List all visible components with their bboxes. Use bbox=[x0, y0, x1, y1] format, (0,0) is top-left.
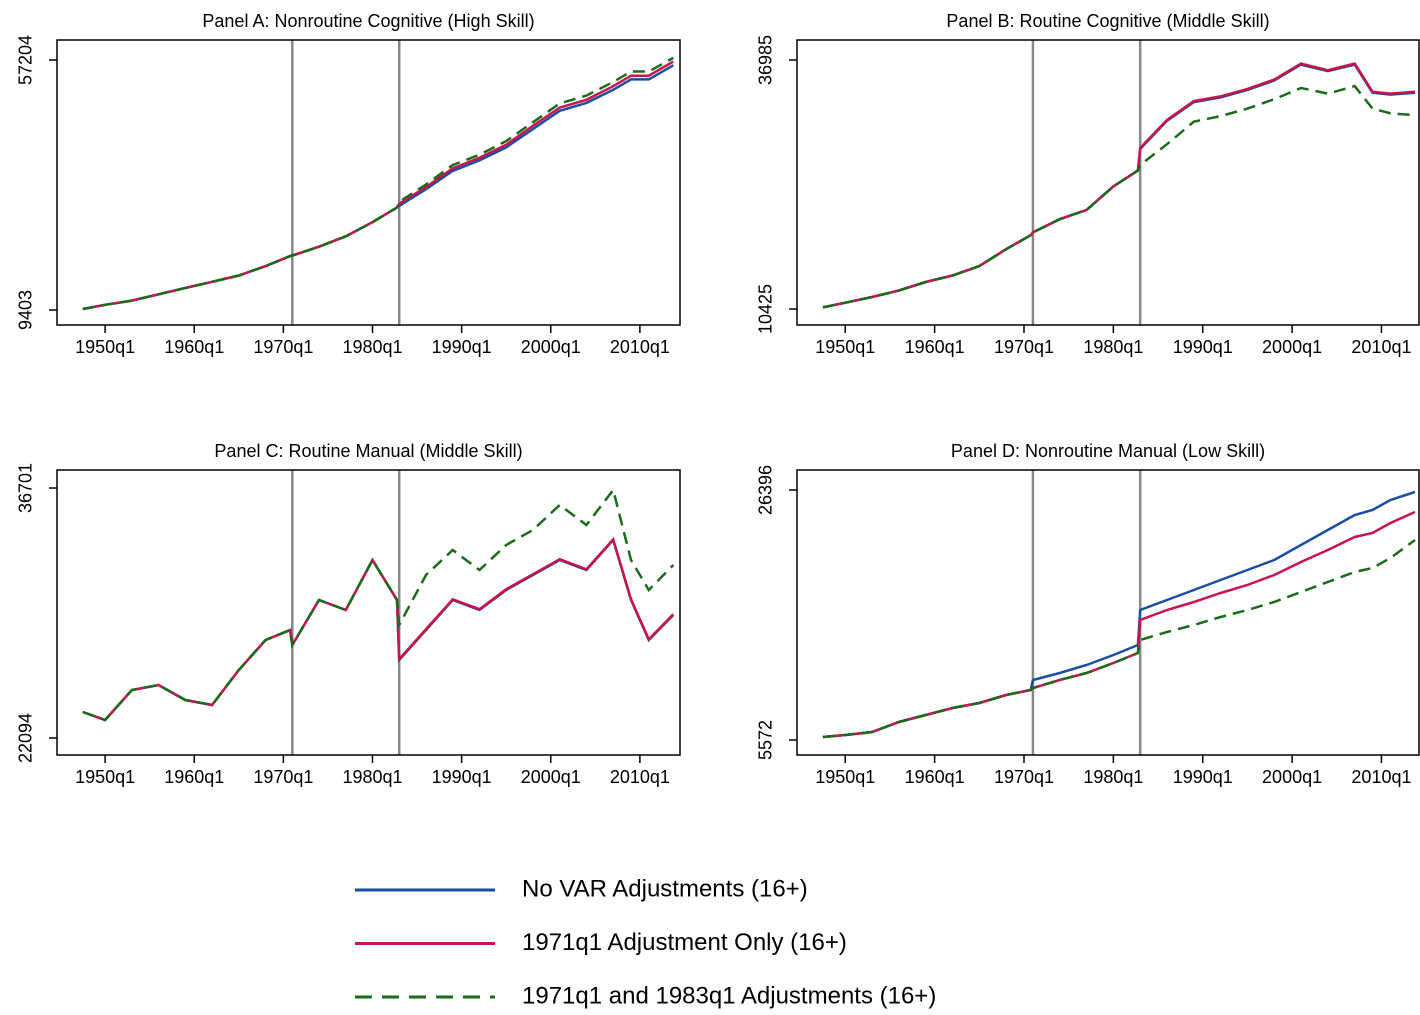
x-tick-label: 1970q1 bbox=[994, 337, 1054, 357]
x-tick-label: 1950q1 bbox=[75, 337, 135, 357]
panel-title: Panel D: Nonroutine Manual (Low Skill) bbox=[951, 441, 1265, 461]
x-tick-label: 1960q1 bbox=[164, 337, 224, 357]
plot-frame bbox=[56, 39, 681, 326]
series-line bbox=[822, 538, 1416, 739]
x-tick-label: 2010q1 bbox=[610, 337, 670, 357]
x-tick-label: 1960q1 bbox=[905, 337, 965, 357]
x-tick-label: 2010q1 bbox=[1351, 767, 1411, 787]
x-tick-label: 2000q1 bbox=[521, 767, 581, 787]
x-tick-label: 1990q1 bbox=[1173, 767, 1233, 787]
y-tick-label: 5572 bbox=[756, 720, 776, 760]
y-tick-label: 36701 bbox=[16, 463, 36, 513]
x-tick-label: 1950q1 bbox=[75, 767, 135, 787]
y-tick-label: 26396 bbox=[756, 465, 776, 515]
x-tick-label: 2010q1 bbox=[610, 767, 670, 787]
plot-frame bbox=[796, 39, 1420, 326]
x-tick-label: 2000q1 bbox=[521, 337, 581, 357]
legend-label: 1971q1 Adjustment Only (16+) bbox=[522, 929, 847, 956]
x-tick-label: 1950q1 bbox=[815, 767, 875, 787]
legend-label: 1971q1 and 1983q1 Adjustments (16+) bbox=[522, 982, 936, 1009]
panel-title: Panel A: Nonroutine Cognitive (High Skil… bbox=[202, 11, 534, 31]
series-line bbox=[82, 487, 675, 722]
x-tick-label: 1980q1 bbox=[1083, 337, 1143, 357]
series-line bbox=[82, 536, 675, 722]
series-line bbox=[82, 60, 674, 311]
series-line bbox=[822, 490, 1416, 739]
series-line bbox=[822, 510, 1416, 739]
panel-title: Panel C: Routine Manual (Middle Skill) bbox=[214, 441, 522, 461]
legend-label: No VAR Adjustments (16+) bbox=[522, 875, 808, 902]
x-tick-label: 1980q1 bbox=[342, 767, 402, 787]
series-line bbox=[822, 62, 1416, 309]
y-tick-label: 10425 bbox=[756, 284, 776, 334]
x-tick-label: 1970q1 bbox=[253, 767, 313, 787]
x-tick-label: 1990q1 bbox=[432, 337, 492, 357]
x-tick-label: 1960q1 bbox=[905, 767, 965, 787]
x-tick-label: 2000q1 bbox=[1262, 767, 1322, 787]
x-tick-label: 1970q1 bbox=[253, 337, 313, 357]
x-tick-label: 2010q1 bbox=[1351, 337, 1411, 357]
plot-frame bbox=[56, 469, 681, 756]
x-tick-label: 1980q1 bbox=[342, 337, 402, 357]
x-tick-label: 1950q1 bbox=[815, 337, 875, 357]
x-tick-label: 1970q1 bbox=[994, 767, 1054, 787]
y-tick-label: 22094 bbox=[16, 713, 36, 763]
series-line bbox=[82, 56, 674, 311]
x-tick-label: 1990q1 bbox=[432, 767, 492, 787]
series-line bbox=[822, 63, 1416, 309]
y-tick-label: 9403 bbox=[16, 290, 36, 330]
y-tick-label: 57204 bbox=[16, 35, 36, 85]
panel-title: Panel B: Routine Cognitive (Middle Skill… bbox=[946, 11, 1269, 31]
y-tick-label: 36985 bbox=[756, 35, 776, 85]
x-tick-label: 1960q1 bbox=[164, 767, 224, 787]
series-line bbox=[82, 64, 674, 311]
x-tick-label: 1990q1 bbox=[1173, 337, 1233, 357]
plot-frame bbox=[796, 469, 1420, 756]
x-tick-label: 2000q1 bbox=[1262, 337, 1322, 357]
x-tick-label: 1980q1 bbox=[1083, 767, 1143, 787]
series-line bbox=[822, 84, 1416, 309]
